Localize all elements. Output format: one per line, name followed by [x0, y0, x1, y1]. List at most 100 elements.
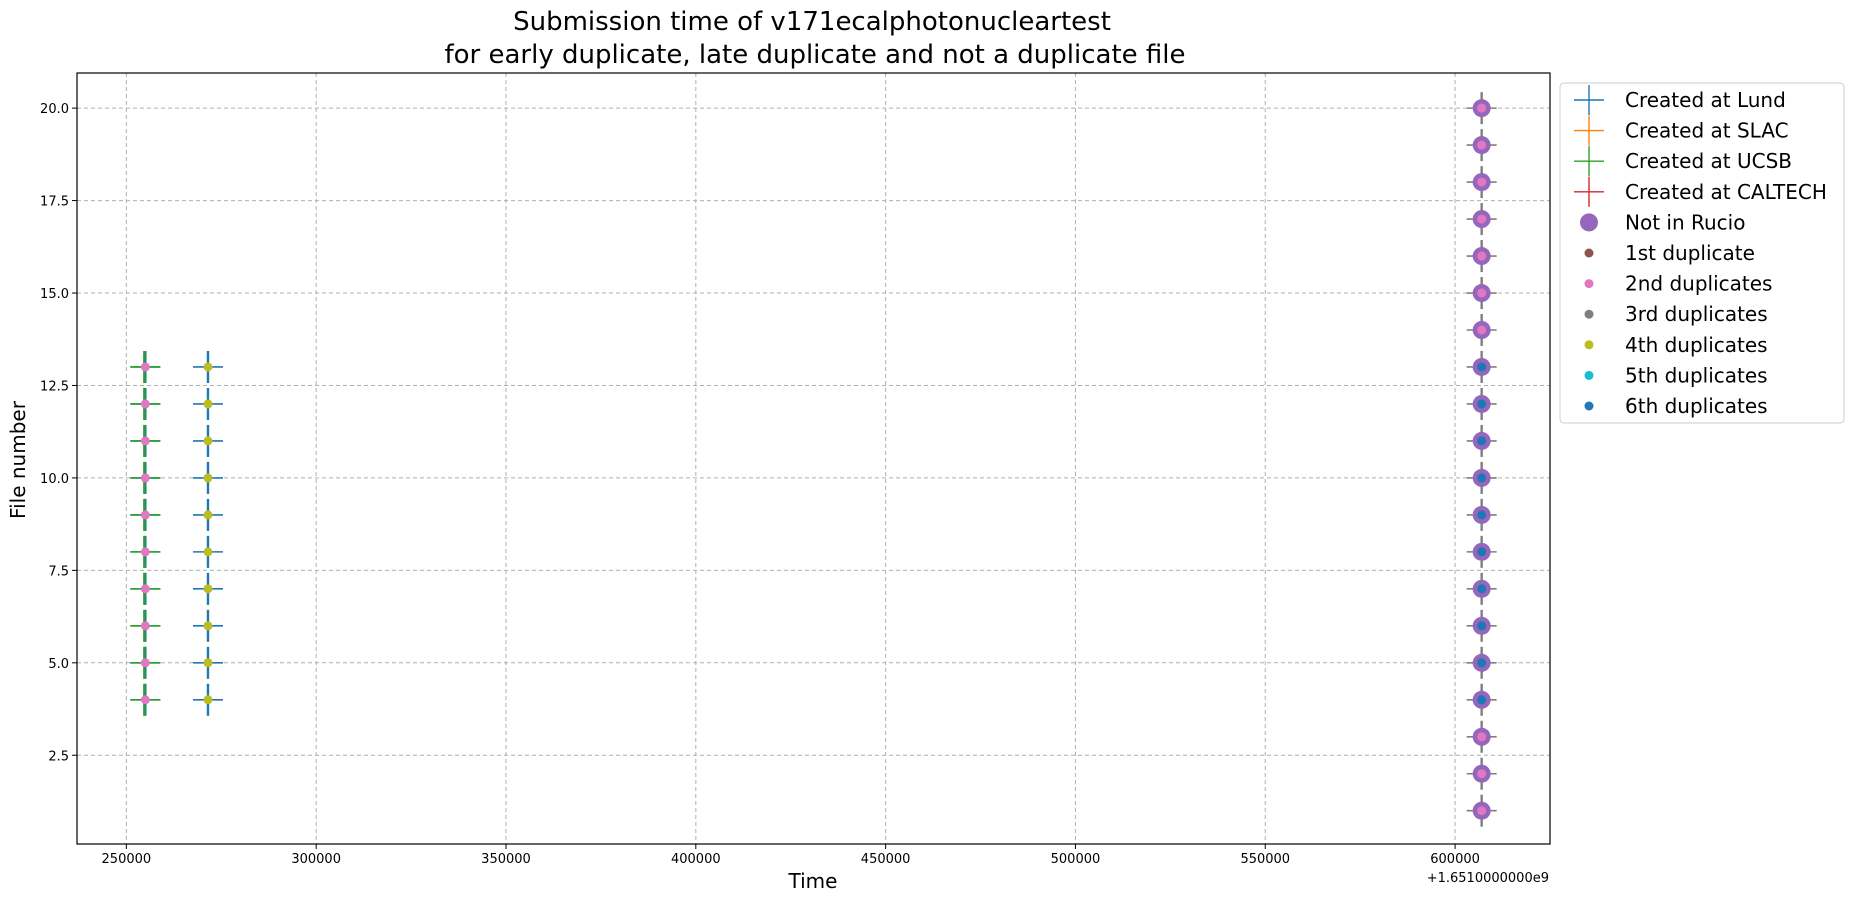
- legend-item-10: 6th duplicates: [1584, 394, 1768, 418]
- y-tick-label-1: 5.0: [48, 657, 69, 672]
- duplicate-marker: [1477, 251, 1487, 261]
- duplicate-marker: [203, 658, 213, 668]
- duplicate-marker: [1477, 140, 1487, 150]
- duplicate-marker: [1477, 695, 1487, 705]
- legend-circle: [1580, 213, 1598, 232]
- duplicate-marker: [140, 584, 150, 594]
- x-tick-label-5: 500000: [1051, 852, 1101, 867]
- duplicate-marker: [1477, 658, 1487, 668]
- point-late-11: [192, 424, 223, 457]
- legend-label-7: 3rd duplicates: [1625, 302, 1768, 326]
- legend-item-6: 2nd duplicates: [1584, 272, 1772, 296]
- point-early-5: [130, 646, 161, 679]
- duplicate-marker: [203, 362, 213, 372]
- duplicate-marker: [203, 695, 213, 705]
- y-axis-label: File number: [6, 400, 30, 519]
- duplicate-marker: [1477, 621, 1487, 631]
- point-not-duplicate-6: [1466, 609, 1497, 642]
- legend-dot: [1584, 340, 1594, 350]
- duplicate-marker: [140, 621, 150, 631]
- y-tick-label-6: 17.5: [40, 195, 69, 210]
- point-late-8: [192, 535, 223, 568]
- point-late-4: [192, 683, 223, 716]
- point-not-duplicate-19: [1466, 129, 1497, 162]
- point-not-duplicate-17: [1466, 203, 1497, 236]
- legend-dot: [1584, 370, 1594, 380]
- point-late-9: [192, 498, 223, 531]
- legend-dot: [1584, 248, 1594, 258]
- point-late-10: [192, 461, 223, 494]
- x-tick-label-4: 450000: [861, 852, 911, 867]
- duplicate-marker: [140, 658, 150, 668]
- point-early-6: [130, 609, 161, 642]
- duplicate-marker: [1477, 177, 1487, 187]
- y-tick-label-5: 15.0: [40, 287, 69, 302]
- legend-label-9: 5th duplicates: [1625, 363, 1768, 387]
- legend-label-5: 1st duplicate: [1625, 241, 1755, 265]
- duplicate-marker: [203, 621, 213, 631]
- legend-label-8: 4th duplicates: [1625, 333, 1768, 357]
- point-not-duplicate-2: [1466, 757, 1497, 790]
- legend-label-6: 2nd duplicates: [1625, 272, 1772, 296]
- point-not-duplicate-10: [1466, 461, 1497, 494]
- duplicate-marker: [203, 399, 213, 409]
- point-not-duplicate-15: [1466, 277, 1497, 310]
- x-tick-label-3: 400000: [671, 852, 721, 867]
- point-early-4: [130, 683, 161, 716]
- legend-label-4: Not in Rucio: [1625, 210, 1745, 234]
- y-axis-ticks: 2.5 5.0 7.5 10.0 12.5 15.0 17.5 20.0: [40, 102, 77, 764]
- plot-frame: [76, 72, 1551, 845]
- legend-box: [1559, 82, 1845, 424]
- legend-dot: [1584, 309, 1594, 319]
- duplicate-marker: [203, 584, 213, 594]
- duplicate-marker: [1477, 325, 1487, 335]
- legend-item-1: Created at SLAC: [1574, 115, 1789, 146]
- legend-item-5: 1st duplicate: [1584, 241, 1755, 265]
- y-tick-label-4: 12.5: [40, 379, 69, 394]
- x-tick-label-7: 600000: [1430, 852, 1480, 867]
- point-not-duplicate-16: [1466, 240, 1497, 273]
- duplicate-marker: [203, 510, 213, 520]
- legend-label-10: 6th duplicates: [1625, 394, 1768, 418]
- point-not-duplicate-3: [1466, 720, 1497, 753]
- point-early-13: [130, 350, 161, 383]
- point-not-duplicate-12: [1466, 387, 1497, 420]
- point-late-6: [192, 609, 223, 642]
- point-early-10: [130, 461, 161, 494]
- point-not-duplicate-1: [1466, 794, 1497, 827]
- point-early-9: [130, 498, 161, 531]
- chart-title-line2: for early duplicate, late duplicate and …: [444, 40, 1185, 70]
- duplicate-marker: [140, 547, 150, 557]
- legend-dot: [1584, 401, 1594, 411]
- y-tick-label-3: 10.0: [40, 472, 69, 487]
- x-tick-label-1: 300000: [291, 852, 341, 867]
- x-tick-label-6: 550000: [1240, 852, 1290, 867]
- duplicate-marker: [1477, 214, 1487, 224]
- legend-item-3: Created at CALTECH: [1574, 176, 1827, 207]
- duplicate-marker: [1477, 584, 1487, 594]
- legend-item-0: Created at Lund: [1574, 85, 1786, 115]
- point-not-duplicate-8: [1466, 535, 1497, 568]
- data-points: [130, 92, 1497, 827]
- point-not-duplicate-7: [1466, 572, 1497, 605]
- point-not-duplicate-11: [1466, 424, 1497, 457]
- duplicate-marker: [1477, 806, 1487, 816]
- duplicate-marker: [203, 547, 213, 557]
- point-not-duplicate-18: [1466, 166, 1497, 199]
- point-early-11: [130, 424, 161, 457]
- legend: Created at Lund Created at SLAC Created at…: [1559, 82, 1845, 424]
- duplicate-marker: [140, 695, 150, 705]
- duplicate-marker: [1477, 399, 1487, 409]
- duplicate-marker: [1477, 510, 1487, 520]
- point-early-7: [130, 572, 161, 605]
- duplicate-marker: [203, 473, 213, 483]
- duplicate-marker: [1477, 288, 1487, 298]
- legend-label-1: Created at SLAC: [1625, 119, 1789, 143]
- point-late-7: [192, 572, 223, 605]
- legend-item-2: Created at UCSB: [1574, 146, 1792, 177]
- point-late-13: [192, 350, 223, 383]
- y-tick-label-2: 7.5: [48, 564, 69, 579]
- duplicate-marker: [203, 436, 213, 446]
- legend-item-9: 5th duplicates: [1584, 363, 1768, 387]
